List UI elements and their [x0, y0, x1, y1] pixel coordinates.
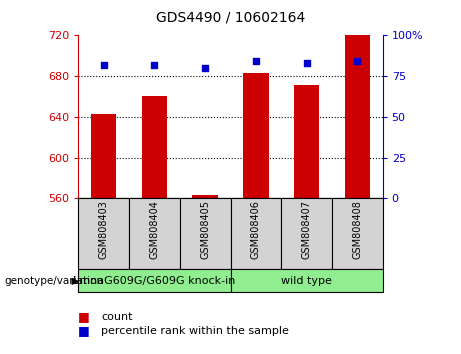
Text: GSM808406: GSM808406	[251, 200, 261, 259]
Bar	[78, 198, 129, 269]
Point	[303, 60, 310, 66]
Bar	[345, 35, 370, 198]
Bar	[193, 195, 218, 198]
Text: ■: ■	[78, 310, 90, 323]
Text: GSM808403: GSM808403	[99, 200, 109, 259]
Point	[100, 62, 107, 68]
Bar	[91, 114, 116, 198]
Text: GDS4490 / 10602164: GDS4490 / 10602164	[156, 11, 305, 25]
Text: LmnaG609G/G609G knock-in: LmnaG609G/G609G knock-in	[73, 275, 236, 286]
Text: ■: ■	[78, 325, 90, 337]
Text: genotype/variation: genotype/variation	[5, 276, 104, 286]
Bar	[230, 269, 383, 292]
Point	[252, 59, 260, 64]
Text: GSM808404: GSM808404	[149, 200, 160, 259]
Bar	[243, 73, 268, 198]
Bar	[332, 198, 383, 269]
Text: GSM808407: GSM808407	[301, 200, 312, 259]
Text: GSM808405: GSM808405	[200, 200, 210, 259]
Point	[151, 62, 158, 68]
Bar	[78, 269, 230, 292]
Text: wild type: wild type	[281, 275, 332, 286]
Bar	[180, 198, 230, 269]
Point	[354, 59, 361, 64]
Point	[201, 65, 209, 71]
Bar	[294, 85, 319, 198]
Bar	[142, 96, 167, 198]
Bar	[281, 198, 332, 269]
Bar	[230, 198, 281, 269]
Text: percentile rank within the sample: percentile rank within the sample	[101, 326, 290, 336]
Text: GSM808408: GSM808408	[352, 200, 362, 259]
Text: count: count	[101, 312, 133, 322]
Bar	[129, 198, 180, 269]
